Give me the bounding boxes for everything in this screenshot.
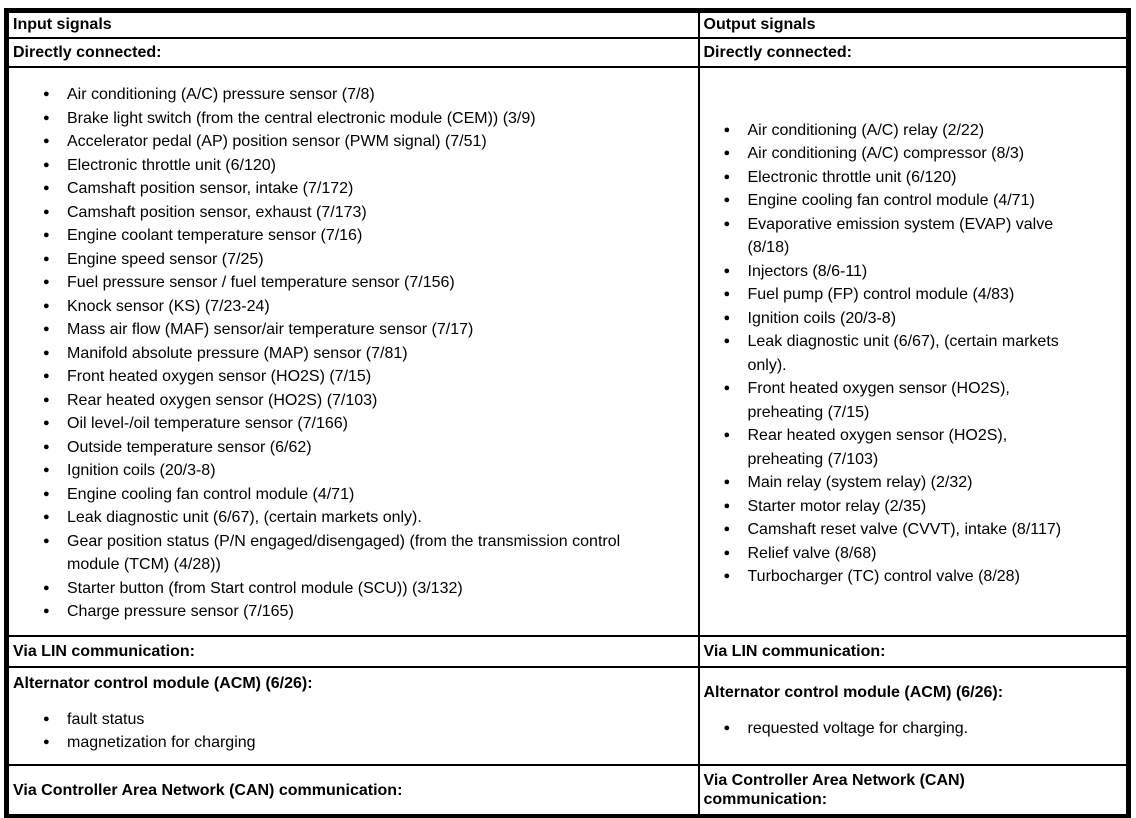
table-header-row: Input signals Output signals xyxy=(5,9,1130,39)
output-via-can-label: Via Controller Area Network (CAN) commun… xyxy=(697,764,1130,818)
output-acm-cell: Alternator control module (ACM) (6/26): … xyxy=(697,666,1130,766)
signal-item: Air conditioning (A/C) compressor (8/3) xyxy=(724,142,1123,166)
signal-item: Engine speed sensor (7/25) xyxy=(43,248,694,272)
signal-item: Evaporative emission system (EVAP) valve… xyxy=(724,213,1123,260)
signal-item: Rear heated oxygen sensor (HO2S) (7/103) xyxy=(43,389,694,413)
signal-item: Gear position status (P/N engaged/diseng… xyxy=(43,530,694,577)
signal-item: Relief valve (8/68) xyxy=(724,542,1123,566)
signal-item: fault status xyxy=(43,708,694,732)
directly-connected-lists-row: Air conditioning (A/C) pressure sensor (… xyxy=(5,66,1130,637)
signal-item: Camshaft position sensor, intake (7/172) xyxy=(43,177,694,201)
signal-item: Ignition coils (20/3-8) xyxy=(43,459,694,483)
signal-item: Electronic throttle unit (6/120) xyxy=(724,166,1123,190)
signal-item: requested voltage for charging. xyxy=(724,717,1123,741)
input-acm-header: Alternator control module (ACM) (6/26): xyxy=(13,674,313,692)
signal-item: Fuel pressure sensor / fuel temperature … xyxy=(43,271,694,295)
signal-item: Ignition coils (20/3-8) xyxy=(724,307,1123,331)
output-signal-list: Air conditioning (A/C) relay (2/22)Air c… xyxy=(704,119,1123,589)
signal-item: Camshaft reset valve (CVVT), intake (8/1… xyxy=(724,518,1123,542)
input-acm-cell: Alternator control module (ACM) (6/26): … xyxy=(5,666,700,766)
directly-connected-row: Directly connected: Directly connected: xyxy=(5,37,1130,68)
signal-item: Knock sensor (KS) (7/23-24) xyxy=(43,295,694,319)
input-via-can-label: Via Controller Area Network (CAN) commun… xyxy=(5,764,700,818)
signal-item: Outside temperature sensor (6/62) xyxy=(43,436,694,460)
signal-item: Front heated oxygen sensor (HO2S), prehe… xyxy=(724,377,1123,424)
signal-item: Main relay (system relay) (2/32) xyxy=(724,471,1123,495)
signal-item: Engine cooling fan control module (4/71) xyxy=(724,189,1123,213)
signal-item: Accelerator pedal (AP) position sensor (… xyxy=(43,130,694,154)
signal-item: Starter motor relay (2/35) xyxy=(724,495,1123,519)
signal-item: Injectors (8/6-11) xyxy=(724,260,1123,284)
signal-item: Turbocharger (TC) control valve (8/28) xyxy=(724,565,1123,589)
signal-item: magnetization for charging xyxy=(43,731,694,755)
input-via-lin-label: Via LIN communication: xyxy=(5,635,700,668)
acm-row: Alternator control module (ACM) (6/26): … xyxy=(5,666,1130,766)
output-signals-header: Output signals xyxy=(697,9,1130,39)
input-signal-list-cell: Air conditioning (A/C) pressure sensor (… xyxy=(5,66,700,637)
signal-item: Rear heated oxygen sensor (HO2S), prehea… xyxy=(724,424,1123,471)
via-lin-row: Via LIN communication: Via LIN communica… xyxy=(5,635,1130,668)
output-acm-header: Alternator control module (ACM) (6/26): xyxy=(703,683,1004,701)
signal-item: Camshaft position sensor, exhaust (7/173… xyxy=(43,201,694,225)
input-signals-header: Input signals xyxy=(5,9,700,39)
via-can-row: Via Controller Area Network (CAN) commun… xyxy=(5,764,1130,818)
input-signal-list: Air conditioning (A/C) pressure sensor (… xyxy=(13,83,694,624)
signal-item: Starter button (from Start control modul… xyxy=(43,577,694,601)
signal-item: Air conditioning (A/C) pressure sensor (… xyxy=(43,83,694,107)
signal-item: Electronic throttle unit (6/120) xyxy=(43,154,694,178)
signal-item: Fuel pump (FP) control module (4/83) xyxy=(724,283,1123,307)
signal-item: Mass air flow (MAF) sensor/air temperatu… xyxy=(43,318,694,342)
output-directly-connected-label: Directly connected: xyxy=(697,37,1130,68)
signal-item: Leak diagnostic unit (6/67), (certain ma… xyxy=(43,506,694,530)
signal-item: Manifold absolute pressure (MAP) sensor … xyxy=(43,342,694,366)
signal-item: Engine coolant temperature sensor (7/16) xyxy=(43,224,694,248)
signal-item: Leak diagnostic unit (6/67), (certain ma… xyxy=(724,330,1123,377)
signal-item: Front heated oxygen sensor (HO2S) (7/15) xyxy=(43,365,694,389)
signal-item: Brake light switch (from the central ele… xyxy=(43,107,694,131)
signal-item: Engine cooling fan control module (4/71) xyxy=(43,483,694,507)
output-acm-list: requested voltage for charging. xyxy=(704,717,1123,741)
output-via-lin-label: Via LIN communication: xyxy=(697,635,1130,668)
signal-item: Oil level-/oil temperature sensor (7/166… xyxy=(43,412,694,436)
signals-table: Input signals Output signals Directly co… xyxy=(4,8,1131,818)
signal-item: Charge pressure sensor (7/165) xyxy=(43,600,694,624)
signal-item: Air conditioning (A/C) relay (2/22) xyxy=(724,119,1123,143)
output-signal-list-cell: Air conditioning (A/C) relay (2/22)Air c… xyxy=(697,66,1130,637)
input-acm-list: fault statusmagnetization for charging xyxy=(13,708,694,755)
input-directly-connected-label: Directly connected: xyxy=(5,37,700,68)
